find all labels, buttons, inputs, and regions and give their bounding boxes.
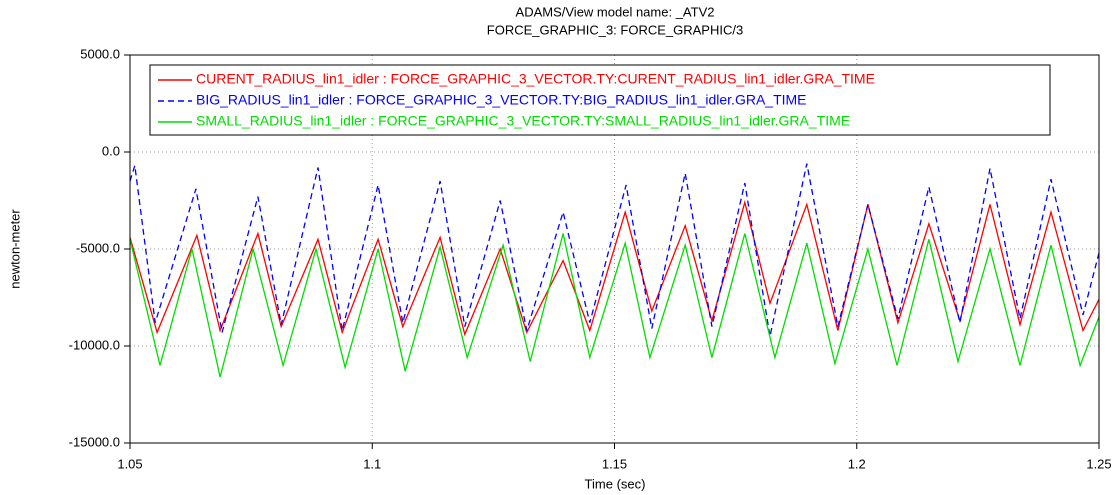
x-tick-label: 1.15 xyxy=(602,456,627,471)
y-tick-label: 0.0 xyxy=(102,143,120,158)
legend-label: CURENT_RADIUS_lin1_idler : FORCE_GRAPHIC… xyxy=(196,71,875,87)
chart-subtitle: FORCE_GRAPHIC_3: FORCE_GRAPHIC/3 xyxy=(487,22,743,37)
y-tick-label: 5000.0 xyxy=(80,46,120,61)
x-axis-label: Time (sec) xyxy=(585,476,646,491)
y-tick-label: -10000.0 xyxy=(69,337,120,352)
series-line xyxy=(129,199,1100,337)
plot-frame xyxy=(129,54,1100,444)
legend-label: BIG_RADIUS_lin1_idler : FORCE_GRAPHIC_3_… xyxy=(196,92,807,108)
chart-title: ADAMS/View model name: _ATV2 xyxy=(516,4,715,19)
series-line xyxy=(129,233,1100,378)
x-tick-label: 1.25 xyxy=(1086,456,1111,471)
plot xyxy=(129,163,1100,378)
y-axis-label: newton-meter xyxy=(7,209,22,289)
series-line xyxy=(129,163,1100,337)
legend-box xyxy=(149,64,1051,136)
legend-label: SMALL_RADIUS_lin1_idler : FORCE_GRAPHIC_… xyxy=(196,113,850,129)
x-tick-label: 1.05 xyxy=(117,456,142,471)
y-tick-label: -5000.0 xyxy=(76,240,120,255)
x-tick-label: 1.1 xyxy=(363,456,381,471)
y-tick-label: -15000.0 xyxy=(69,434,120,449)
x-tick-label: 1.2 xyxy=(848,456,866,471)
legend: CURENT_RADIUS_lin1_idler : FORCE_GRAPHIC… xyxy=(158,71,875,129)
